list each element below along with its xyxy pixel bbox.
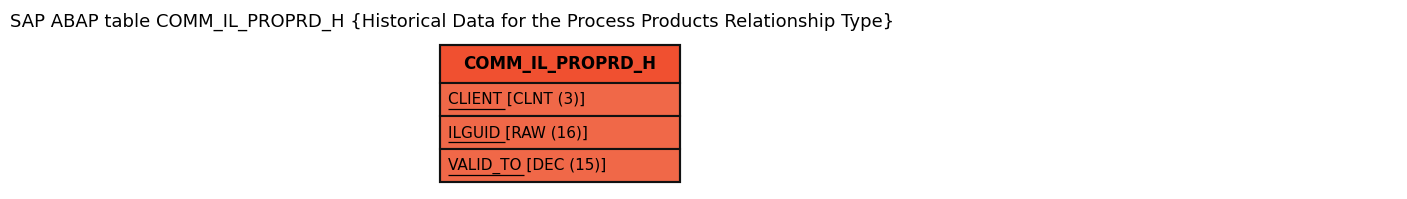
Text: SAP ABAP table COMM_IL_PROPRD_H {Historical Data for the Process Products Relati: SAP ABAP table COMM_IL_PROPRD_H {Histori… xyxy=(10,13,893,31)
Bar xyxy=(440,45,680,182)
Bar xyxy=(440,116,680,149)
Text: CLIENT [CLNT (3)]: CLIENT [CLNT (3)] xyxy=(447,92,585,107)
Text: VALID_TO [DEC (15)]: VALID_TO [DEC (15)] xyxy=(447,157,606,174)
Bar xyxy=(440,45,680,83)
Text: COMM_IL_PROPRD_H: COMM_IL_PROPRD_H xyxy=(463,55,657,73)
Bar xyxy=(440,83,680,116)
Bar xyxy=(440,149,680,182)
Text: ILGUID [RAW (16)]: ILGUID [RAW (16)] xyxy=(447,125,588,140)
